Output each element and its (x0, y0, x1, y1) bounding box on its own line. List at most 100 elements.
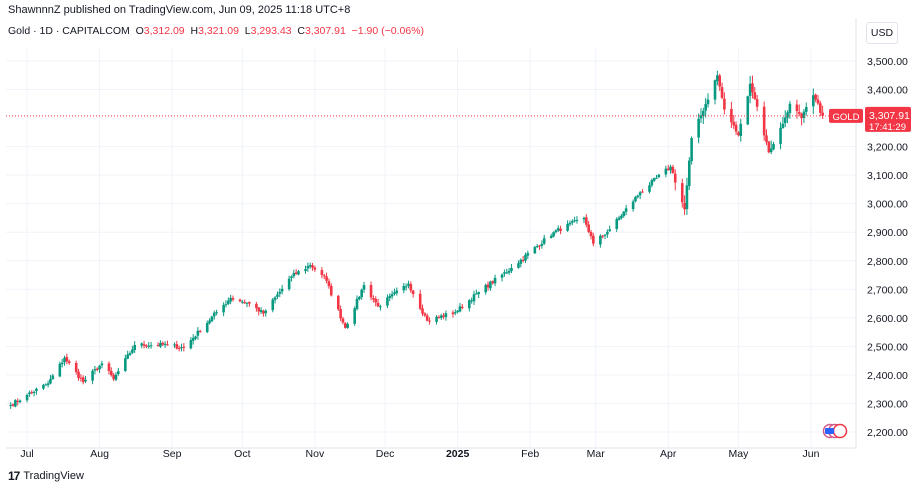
candle (358, 296, 361, 301)
candle (493, 274, 497, 287)
candle (95, 367, 99, 372)
candle (325, 272, 328, 284)
candle (451, 310, 455, 318)
candle (147, 342, 151, 349)
candle (652, 177, 656, 183)
candle (769, 140, 773, 155)
candle (411, 289, 415, 298)
candle (110, 367, 113, 377)
candle (631, 199, 635, 212)
candle (388, 293, 392, 302)
price-tag (865, 106, 911, 132)
candle (372, 295, 375, 303)
candle (585, 214, 588, 228)
low-value: 3,293.43 (250, 25, 292, 37)
y-tick-label: 2,600.00 (867, 313, 908, 325)
candle (344, 322, 347, 329)
candle (360, 288, 363, 300)
candle (461, 303, 464, 310)
candle (606, 229, 609, 238)
candle (453, 309, 457, 316)
candle (248, 301, 251, 307)
change-value: −1.90 (−0.06%) (351, 25, 425, 37)
candle (706, 93, 710, 108)
candle (114, 372, 118, 382)
tradingview-footer[interactable]: 17 TradingView (8, 469, 84, 483)
y-tick-label: 3,200.00 (867, 142, 908, 154)
candle (126, 350, 129, 360)
candle (205, 320, 209, 334)
candle (648, 182, 651, 194)
candle (421, 304, 424, 317)
candle (77, 368, 80, 381)
candle (666, 164, 670, 171)
candle (671, 164, 675, 174)
candle (407, 280, 410, 289)
candle (521, 255, 525, 263)
candle (601, 234, 604, 239)
candle (11, 403, 15, 407)
candle (320, 267, 324, 279)
open-label: O (135, 25, 144, 37)
candle (67, 359, 71, 365)
candle (783, 110, 787, 128)
candle (395, 287, 399, 296)
candle (140, 342, 144, 349)
candle (379, 304, 382, 311)
candle (428, 317, 431, 325)
candle (472, 290, 476, 305)
candle (556, 225, 560, 232)
candle (112, 372, 115, 382)
candle (425, 313, 429, 322)
candle (271, 297, 275, 313)
x-tick-label: Nov (306, 448, 325, 460)
candle (456, 309, 459, 314)
candle (194, 335, 197, 341)
candle (35, 387, 38, 395)
candle (355, 295, 359, 311)
y-tick-label: 2,700.00 (867, 284, 908, 296)
candle (699, 108, 703, 123)
y-tick-label: 2,400.00 (867, 370, 908, 382)
low-label: L (244, 25, 251, 37)
candle (231, 295, 235, 302)
candle (409, 281, 413, 293)
candle (259, 307, 263, 314)
candle (439, 313, 443, 320)
candle (552, 231, 555, 238)
candle (65, 353, 69, 365)
tradingview-brand: TradingView (23, 470, 84, 482)
candle (166, 340, 169, 346)
candle (510, 263, 513, 274)
candle (489, 280, 492, 291)
candle (238, 298, 242, 303)
candle (587, 220, 590, 234)
candle (608, 225, 612, 232)
candle (306, 262, 310, 272)
candle (673, 169, 677, 191)
candle (549, 233, 553, 239)
tradingview-logo-icon: 17 (8, 469, 20, 483)
candle (533, 245, 537, 255)
candle (58, 361, 62, 378)
candle (124, 354, 127, 372)
x-tick-label: Jun (802, 448, 819, 460)
candle (30, 390, 34, 395)
candle (804, 102, 808, 116)
candle (524, 252, 527, 263)
candle (128, 351, 132, 356)
currency-selector[interactable]: USD (866, 22, 898, 44)
candle (442, 313, 445, 320)
close-value: 3,307.91 (304, 25, 346, 37)
y-tick-label: 2,500.00 (867, 341, 908, 353)
candle (142, 340, 146, 349)
candle (821, 105, 824, 120)
candle (519, 258, 523, 268)
candle (800, 112, 803, 126)
price-axis: 2,200.00 2,300.00 2,400.00 2,500.00 2,600.00… (867, 56, 908, 439)
candle (664, 165, 668, 178)
candle (797, 104, 801, 117)
candle (575, 216, 579, 224)
